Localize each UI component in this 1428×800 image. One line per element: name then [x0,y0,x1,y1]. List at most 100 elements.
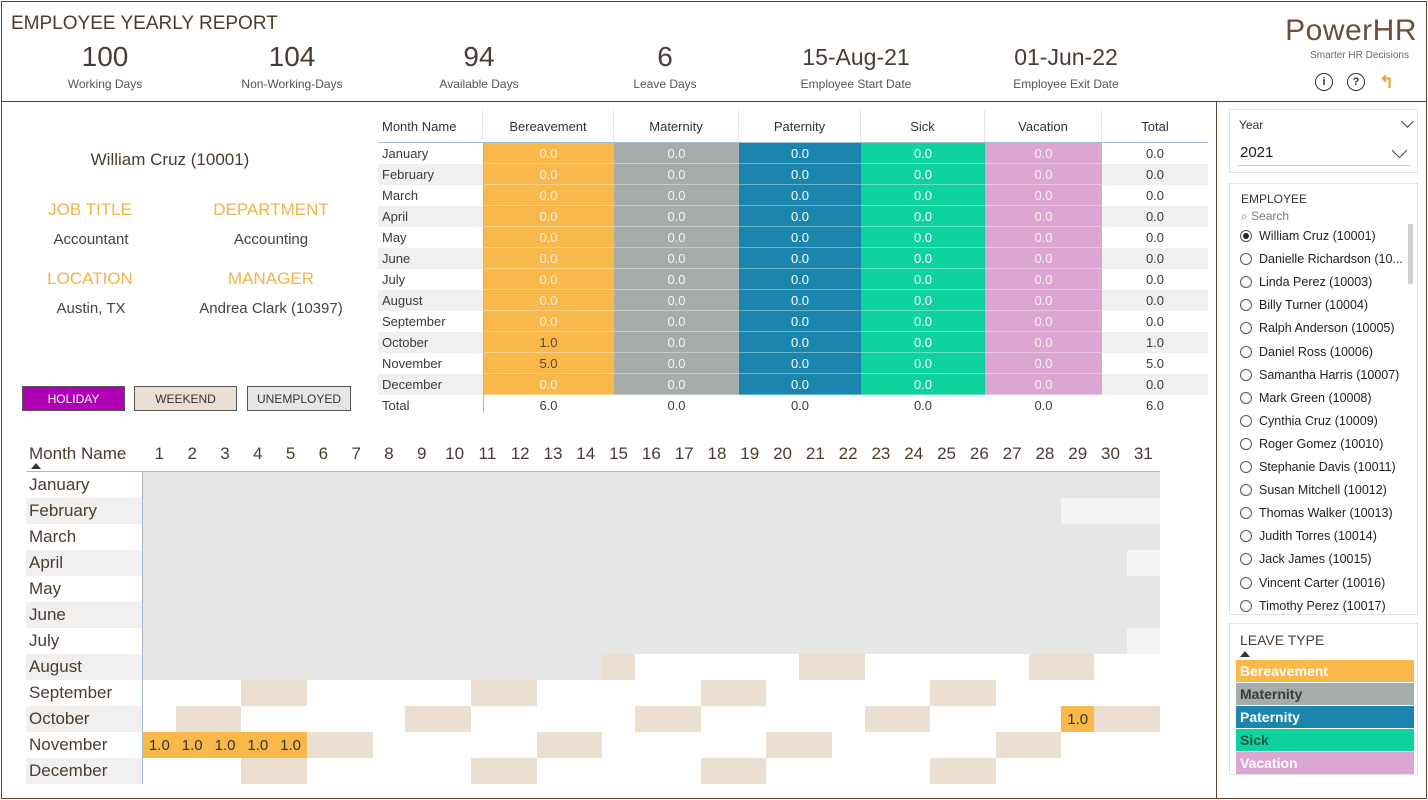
employee-option[interactable]: Danielle Richardson (10... [1240,249,1403,269]
calendar-day-cell [831,472,865,498]
sort-arrow-icon[interactable] [31,463,41,469]
leave-type-bereavement[interactable]: Bereavement [1236,660,1414,682]
employee-option[interactable]: Linda Perez (10003) [1240,272,1372,292]
value-cell: 0.0 [985,311,1102,332]
employee-option[interactable]: Judith Torres (10014) [1240,526,1377,546]
back-icon[interactable]: ↰ [1379,72,1395,92]
employee-option[interactable]: Cynthia Cruz (10009) [1240,411,1378,431]
legend-holiday-button[interactable]: HOLIDAY [22,386,125,411]
value-cell: 0.0 [614,143,739,164]
calendar-day-cell [1126,732,1160,758]
day-header: 26 [969,443,989,463]
day-header: 18 [707,443,727,463]
radio-button[interactable] [1240,437,1252,450]
column-header[interactable]: Paternity [739,110,861,142]
radio-button[interactable] [1240,414,1252,427]
total-cell: 0.0 [1034,398,1053,413]
radio-button[interactable] [1240,599,1252,612]
column-header[interactable]: Sick [861,110,985,142]
employee-option[interactable]: Roger Gomez (10010) [1240,434,1383,454]
radio-button[interactable] [1240,299,1252,312]
employee-option[interactable]: Vincent Carter (10016) [1240,573,1385,593]
radio-button[interactable] [1240,484,1252,497]
radio-button[interactable] [1240,253,1252,266]
employee-option[interactable]: Daniel Ross (10006) [1240,342,1373,362]
column-header[interactable]: Maternity [614,110,739,142]
legend-weekend-button[interactable]: WEEKEND [134,386,237,411]
radio-button[interactable] [1240,507,1252,520]
employee-option[interactable]: Susan Mitchell (10012) [1240,480,1387,500]
leave-type-maternity[interactable]: Maternity [1236,683,1414,705]
leave-type-label: LEAVE TYPE [1240,632,1325,648]
value-cell: 0.0 [985,143,1102,164]
calendar-day-cell [667,628,701,654]
calendar-month-label: August [26,654,143,680]
employee-option[interactable]: Stephanie Davis (10011) [1240,457,1396,477]
radio-button[interactable] [1240,276,1252,289]
calendar-day-cell [470,680,504,706]
header-bar: EMPLOYEE YEARLY REPORT 100 Working Days 10… [1,1,1427,102]
legend-unemployed-button[interactable]: UNEMPLOYED [247,386,351,411]
calendar-month-header[interactable]: Month Name [29,443,127,463]
employee-option[interactable]: Samantha Harris (10007) [1240,365,1399,385]
column-header[interactable]: Total [1141,118,1169,134]
leave-type-vacation[interactable]: Vacation [1236,752,1414,774]
column-header[interactable]: Month Name [378,110,483,142]
calendar-row: December [26,758,1160,784]
radio-button[interactable] [1240,553,1252,566]
month-cell: December [382,377,442,392]
calendar-day-cell [175,472,209,498]
radio-button[interactable] [1240,322,1252,335]
help-icon[interactable]: ? [1347,73,1365,91]
scrollbar[interactable] [1408,224,1413,284]
calendar-day-cell [241,602,275,628]
day-header: 25 [937,443,956,463]
calendar-day-cell [1126,576,1160,602]
calendar-day-cell [700,628,734,654]
calendar-day-cell [1028,758,1062,784]
info-icon[interactable]: i [1315,73,1333,91]
employee-option[interactable]: Jack James (10015) [1240,549,1372,569]
value-cell: 0.0 [739,206,861,227]
calendar-day-cell [405,654,439,680]
calendar-day-cell [962,498,996,524]
leave-type-paternity[interactable]: Paternity [1236,706,1414,728]
calendar-day-cell [405,628,439,654]
calendar-day-cell [798,524,832,550]
calendar-day-cell [700,680,734,706]
radio-button[interactable] [1240,461,1252,473]
table-row: November 5.0 0.0 0.0 0.0 0.0 5.0 [378,353,1208,374]
employee-option[interactable]: Mark Green (10008) [1240,388,1372,408]
calendar-row: March [26,524,1160,550]
employee-option[interactable]: William Cruz (10001) [1240,226,1376,246]
radio-button[interactable] [1240,530,1252,543]
radio-button[interactable] [1240,230,1252,242]
radio-button[interactable] [1240,345,1252,358]
table-row: October 1.0 0.0 0.0 0.0 0.0 1.0 [378,332,1208,353]
radio-button[interactable] [1240,391,1252,404]
radio-button[interactable] [1240,368,1252,381]
chevron-down-icon[interactable] [1401,115,1414,128]
employee-search[interactable]: ⌕ Search [1241,209,1289,224]
calendar-day-cell [831,498,865,524]
value-cell: 0.0 [614,248,739,269]
employee-option[interactable]: Thomas Walker (10013) [1240,503,1393,523]
calendar-day-cell [602,602,635,628]
radio-button[interactable] [1240,576,1252,589]
calendar-day-cell [864,758,898,784]
calendar-day-cell [864,654,898,680]
calendar-day-cell [995,472,1029,498]
year-dropdown[interactable] [1238,140,1410,166]
employee-option-label: Mark Green (10008) [1259,390,1372,405]
employee-option[interactable]: Ralph Anderson (10005) [1240,318,1395,338]
column-header[interactable]: Bereavement [483,110,614,142]
leave-type-sick[interactable]: Sick [1236,729,1414,751]
calendar-day-cell [372,498,406,524]
calendar-day-cell [897,550,931,576]
sort-arrow-icon[interactable] [1240,651,1250,657]
month-cell: March [382,188,419,203]
employee-option[interactable]: Timothy Perez (10017) [1240,596,1386,614]
column-header[interactable]: Vacation [985,110,1102,142]
employee-option[interactable]: Billy Turner (10004) [1240,295,1368,315]
total-cell: 6.0 [539,398,558,413]
